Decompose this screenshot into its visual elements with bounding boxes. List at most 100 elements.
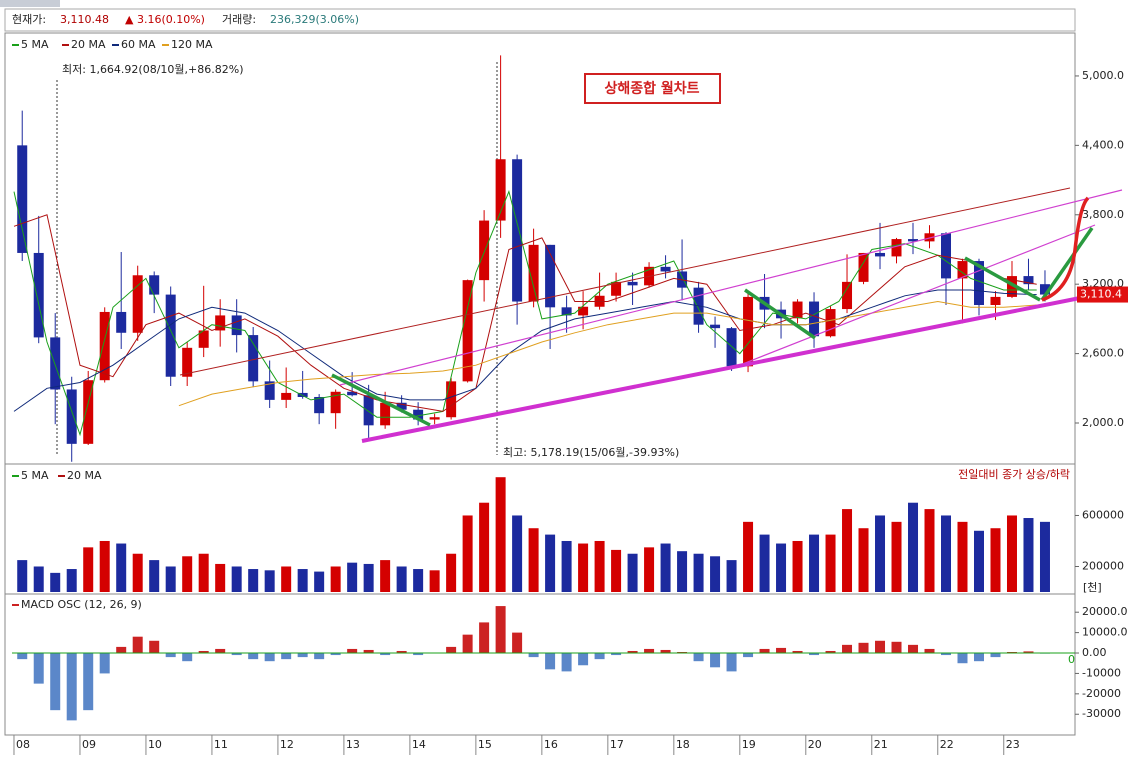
macd-bar — [347, 648, 358, 654]
macd-bar — [132, 636, 143, 654]
volume-bar — [627, 553, 638, 592]
candle-body — [809, 301, 820, 337]
volume-bar — [215, 563, 226, 592]
x-tick-label: 18 — [676, 738, 690, 751]
macd-bar — [248, 653, 259, 660]
ma-line — [13, 190, 1037, 437]
candle-body — [561, 307, 572, 316]
macd-bar — [99, 653, 110, 674]
macd-bar — [66, 653, 77, 721]
header-change: ▲ 3.16(0.10%) — [125, 13, 205, 26]
x-tick-label: 11 — [214, 738, 228, 751]
macd-bar — [578, 653, 589, 666]
candle-body — [941, 233, 952, 279]
macd-bar — [17, 653, 28, 660]
macd-bar — [330, 653, 341, 656]
candle-body — [462, 280, 473, 382]
volume-bar — [644, 547, 655, 592]
chart-title: 상해종합 월차트 — [604, 80, 699, 97]
macd-bar — [908, 644, 919, 654]
trendlines — [179, 187, 1123, 443]
candle-body — [198, 330, 209, 348]
volume-bar — [182, 556, 193, 592]
last-price-label: 3,110.4 — [1080, 288, 1122, 301]
macd-bar — [990, 653, 1001, 658]
candle-body — [973, 261, 984, 306]
volume-note: 전일대비 종가 상승/하락 — [958, 467, 1070, 481]
volume-bar — [462, 515, 473, 592]
macd-bar — [528, 653, 539, 658]
macd-bar — [50, 653, 61, 711]
macd-bar — [215, 648, 226, 654]
y-tick-label: 200000 — [1082, 559, 1124, 572]
volume-bar — [726, 560, 737, 592]
high-annotation: 최고: 5,178.19(15/06월,-39.93%) — [503, 446, 679, 459]
volume-bar — [83, 547, 94, 592]
macd-bar — [693, 653, 704, 662]
x-tick-label: 12 — [280, 738, 294, 751]
ma-line — [13, 214, 1037, 412]
volume-bar — [792, 540, 803, 592]
macd-bar — [446, 646, 457, 654]
volume-bar — [759, 534, 770, 592]
volume-bar — [396, 566, 407, 592]
macd-bar — [363, 649, 374, 654]
volume-bar — [611, 549, 622, 592]
candle-body — [330, 391, 341, 414]
x-tick-label: 21 — [874, 738, 888, 751]
y-tick-label: 10000.00 — [1082, 626, 1128, 639]
candle-body — [858, 252, 869, 282]
volume-bar — [1023, 518, 1034, 592]
macd-bar — [1023, 651, 1034, 654]
candle-body — [396, 402, 407, 410]
macd-bar — [116, 646, 127, 654]
trendline — [744, 288, 816, 340]
volume-bar — [660, 543, 671, 592]
trendline — [339, 189, 1123, 386]
trendline — [964, 256, 1041, 302]
candle-body — [891, 239, 902, 257]
x-tick-label: 23 — [1006, 738, 1020, 751]
macd-bar — [380, 653, 391, 656]
macd-bar — [281, 653, 292, 660]
candle-body — [429, 417, 440, 420]
low-annotation: 최저: 1,664.92(08/10월,+86.82%) — [62, 63, 244, 76]
y-tick-label: 5,000.0 — [1082, 69, 1124, 82]
macd-bar — [809, 653, 820, 656]
volume-bar — [50, 572, 61, 592]
legend-label: 60 MA — [121, 38, 156, 51]
candle-body — [231, 315, 242, 336]
y-tick-label: 0.00 — [1082, 646, 1107, 659]
x-tick-label: 10 — [148, 738, 162, 751]
volume-bar — [165, 566, 176, 592]
macd-bar — [973, 653, 984, 662]
x-tick-label: 22 — [940, 738, 954, 751]
ma-line — [13, 289, 1037, 412]
x-tick-label: 15 — [478, 738, 492, 751]
volume-bar — [875, 515, 886, 592]
volume-bar — [990, 528, 1001, 592]
y-tick-label: 600000 — [1082, 508, 1124, 521]
candle-body — [512, 159, 523, 302]
candle-body — [990, 296, 1001, 306]
candle-body — [792, 301, 803, 319]
macd-bar — [314, 653, 325, 660]
volume-unit: [천] — [1083, 580, 1102, 594]
macd-bar — [231, 653, 242, 656]
marks — [13, 55, 1050, 721]
candle-body — [842, 281, 853, 310]
x-tick-label: 08 — [16, 738, 30, 751]
y-tick-label: 20000.00 — [1082, 605, 1128, 618]
macd-bar — [495, 606, 506, 654]
candle-body — [380, 402, 391, 426]
volume-bar — [149, 560, 160, 592]
volume-bar — [495, 477, 506, 592]
legend-label: 120 MA — [171, 38, 213, 51]
candle-body — [66, 389, 77, 444]
macd-bar — [710, 653, 721, 668]
x-tick-label: 17 — [610, 738, 624, 751]
volume-bar — [825, 534, 836, 592]
